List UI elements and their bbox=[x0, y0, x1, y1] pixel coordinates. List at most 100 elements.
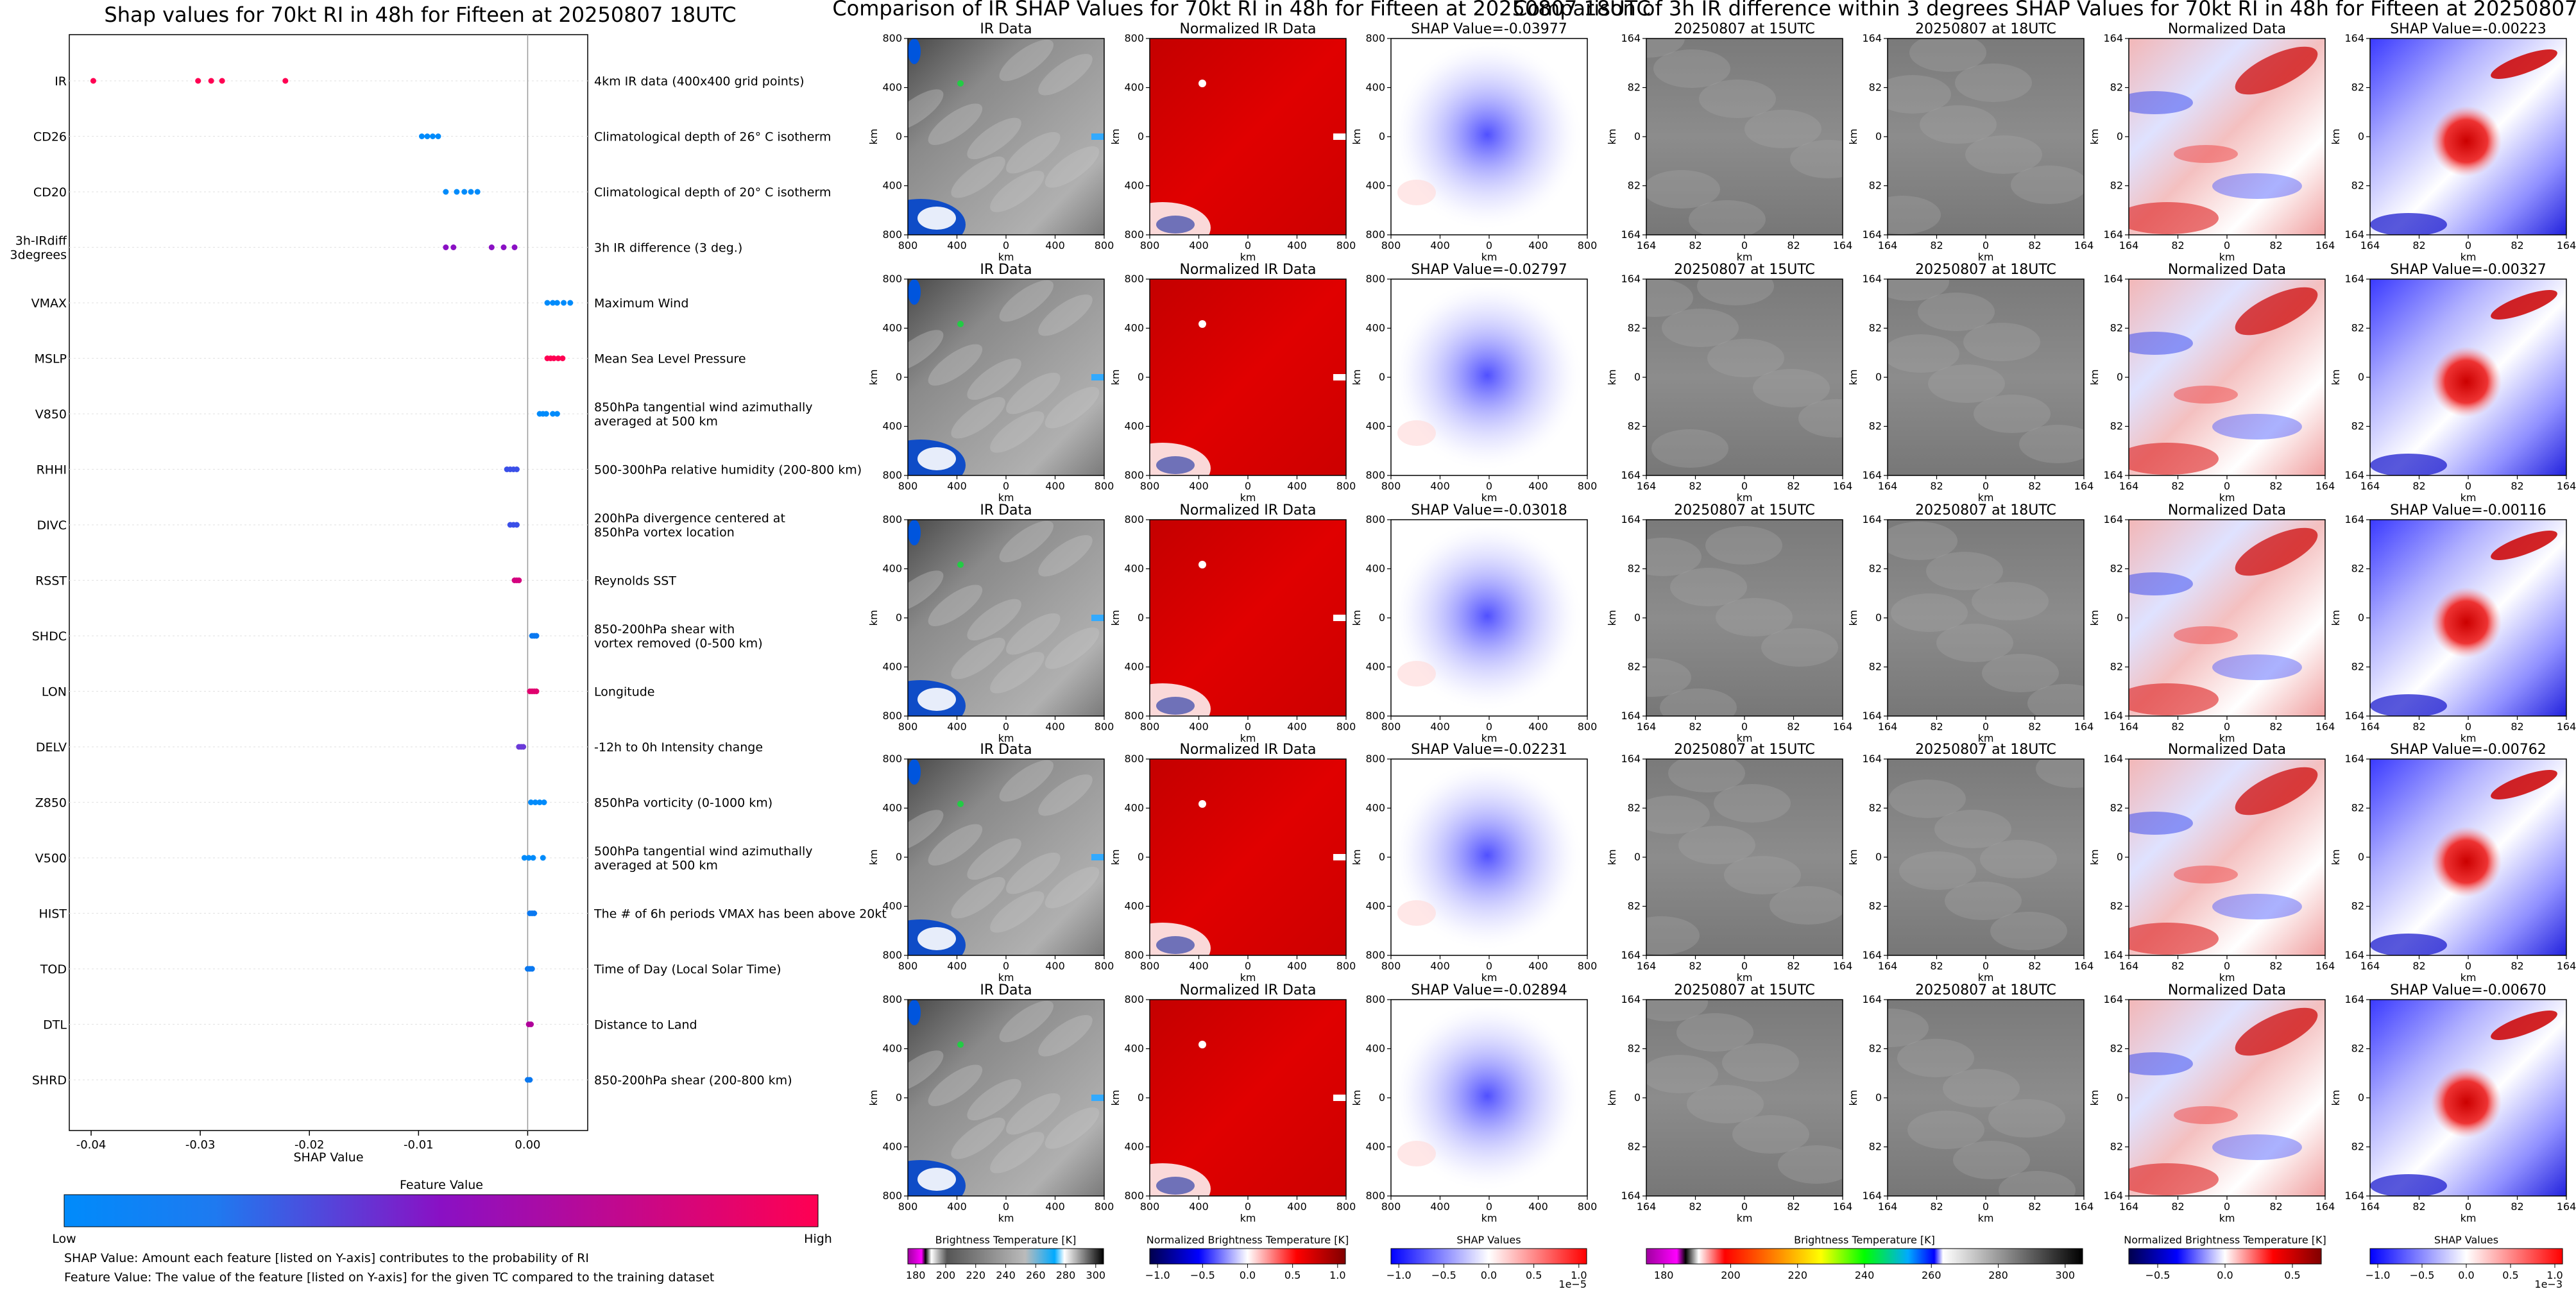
y-tick-label: 0 bbox=[1379, 851, 1385, 863]
feature-row: V500 500hPa tangential wind azimuthallyav… bbox=[35, 844, 813, 873]
shap-point bbox=[208, 78, 214, 84]
x-tick-label: 400 bbox=[947, 480, 967, 492]
panel-title: Normalized Data bbox=[2168, 262, 2286, 278]
feature-description: Longitude bbox=[594, 685, 655, 699]
y-tick-label: 164 bbox=[2344, 32, 2364, 44]
x-tick-label: 164 bbox=[1637, 480, 1657, 492]
colorbar-label: Normalized Brightness Temperature [K] bbox=[2124, 1234, 2326, 1246]
x-tick-label: 400 bbox=[1528, 960, 1548, 972]
panel-title: Normalized Data bbox=[2168, 502, 2286, 518]
y-tick-label: 400 bbox=[1365, 1043, 1385, 1055]
y-tick-label: 164 bbox=[1862, 949, 1882, 961]
x-tick-label: -0.02 bbox=[294, 1138, 325, 1152]
x-tick-label: 164 bbox=[2316, 239, 2335, 252]
x-tick-label: 800 bbox=[1381, 480, 1401, 492]
panel-title: SHAP Value=-0.00670 bbox=[2390, 982, 2546, 998]
x-tick-label: 164 bbox=[2360, 960, 2380, 972]
x-tick-label: 800 bbox=[1578, 480, 1598, 492]
x-tick-label: 800 bbox=[898, 960, 918, 972]
x-tick-label: 400 bbox=[1287, 960, 1307, 972]
x-tick-label: 400 bbox=[1189, 1200, 1209, 1213]
x-tick-label: -0.03 bbox=[185, 1138, 216, 1152]
y-tick-label: 82 bbox=[2110, 900, 2123, 912]
x-tick-label: 164 bbox=[2557, 1200, 2576, 1213]
shap-point bbox=[541, 799, 547, 805]
x-tick-label: 82 bbox=[1689, 480, 1702, 492]
panel-title: SHAP Value=-0.00762 bbox=[2390, 742, 2546, 758]
x-tick-label: 0 bbox=[1003, 960, 1009, 972]
colorbar-tick: −1.0 bbox=[1386, 1269, 1412, 1281]
colorbar-tick: 300 bbox=[1086, 1269, 1106, 1281]
x-tick-label: 164 bbox=[1878, 1200, 1898, 1213]
y-tick-label: 800 bbox=[1124, 469, 1144, 481]
x-axis-label: km bbox=[998, 251, 1014, 263]
panel-title: SHAP Value=-0.02231 bbox=[1411, 742, 1567, 758]
feature-description: 4km IR data (400x400 grid points) bbox=[594, 74, 805, 89]
x-tick-label: 82 bbox=[2171, 480, 2184, 492]
x-tick-label: 0 bbox=[1486, 480, 1492, 492]
x-tick-label: 400 bbox=[1430, 239, 1450, 252]
y-axis-label: km bbox=[1606, 370, 1618, 386]
x-tick-label: 400 bbox=[1189, 960, 1209, 972]
x-tick-label: 164 bbox=[1833, 960, 1853, 972]
y-tick-label: 800 bbox=[882, 1190, 902, 1202]
beeswarm-title: Shap values for 70kt RI in 48h for Fifte… bbox=[104, 3, 736, 27]
center-title: Comparison of IR SHAP Values for 70kt RI… bbox=[832, 0, 1650, 21]
shap-point bbox=[219, 78, 225, 84]
y-tick-label: 800 bbox=[882, 710, 902, 722]
shap-point bbox=[195, 78, 201, 84]
x-tick-label: 0 bbox=[1003, 239, 1009, 252]
y-tick-label: 0 bbox=[1634, 130, 1641, 142]
y-tick-label: 164 bbox=[2344, 753, 2364, 765]
feature-name: SHDC bbox=[32, 629, 67, 644]
x-tick-label: 800 bbox=[898, 239, 918, 252]
x-axis-label: km bbox=[1481, 1212, 1497, 1224]
x-tick-label: 82 bbox=[2028, 480, 2041, 492]
map-panel-nir bbox=[1149, 999, 1347, 1197]
map-panel-shap bbox=[1390, 519, 1588, 717]
x-tick-label: 0 bbox=[1486, 960, 1492, 972]
y-tick-label: 800 bbox=[882, 753, 902, 765]
panel-title: 20250807 at 15UTC bbox=[1674, 742, 1815, 758]
x-tick-label: 400 bbox=[1189, 239, 1209, 252]
colorbar-exponent: 1e−3 bbox=[2534, 1278, 2563, 1289]
x-tick-label: 800 bbox=[1095, 239, 1114, 252]
x-tick-label: 800 bbox=[1095, 960, 1114, 972]
y-tick-label: 0 bbox=[2117, 611, 2123, 624]
feature-name: RSST bbox=[35, 574, 67, 588]
x-tick-label: 800 bbox=[1140, 960, 1160, 972]
y-tick-label: 400 bbox=[1365, 180, 1385, 192]
x-axis-label: km bbox=[2219, 971, 2235, 984]
y-axis-label: km bbox=[1351, 849, 1363, 866]
x-tick-label: 800 bbox=[1140, 721, 1160, 733]
x-tick-label: 82 bbox=[2269, 960, 2282, 972]
y-tick-label: 164 bbox=[1621, 710, 1641, 722]
shap-point bbox=[561, 300, 567, 306]
map-panel-shap3 bbox=[2369, 519, 2567, 717]
y-tick-label: 164 bbox=[1862, 273, 1882, 285]
x-axis-label: km bbox=[1240, 732, 1256, 744]
x-tick-label: 82 bbox=[1930, 721, 1943, 733]
shap-point bbox=[529, 966, 535, 972]
shap-point bbox=[544, 300, 550, 306]
y-axis-label: km bbox=[1847, 370, 1859, 386]
map-panel-ir bbox=[907, 38, 1105, 235]
y-axis-label: km bbox=[2088, 849, 2101, 866]
shap-point bbox=[536, 799, 543, 805]
y-tick-label: 164 bbox=[1862, 993, 1882, 1005]
shap-point bbox=[525, 855, 532, 861]
y-tick-label: 82 bbox=[1628, 81, 1641, 94]
x-tick-label: 82 bbox=[2269, 721, 2282, 733]
panel-title: SHAP Value=-0.02894 bbox=[1411, 982, 1567, 998]
y-tick-label: 0 bbox=[1634, 1091, 1641, 1104]
colorbar-tick: 260 bbox=[1922, 1269, 1941, 1281]
y-tick-label: 400 bbox=[1124, 563, 1144, 575]
y-tick-label: 400 bbox=[1365, 900, 1385, 912]
